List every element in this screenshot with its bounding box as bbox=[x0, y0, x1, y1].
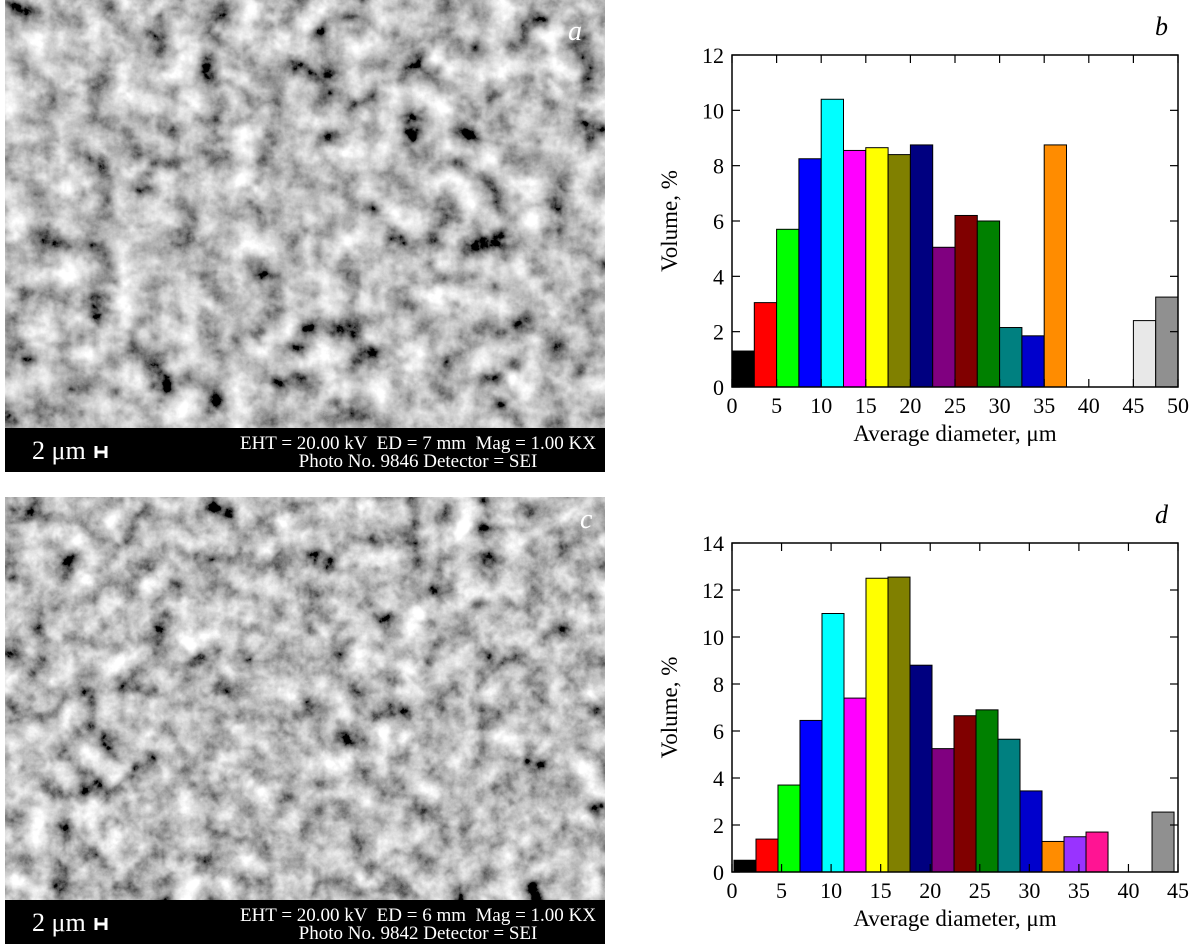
x-tick-label: 25 bbox=[944, 393, 966, 418]
figure: a 2 μm EHT = 20.00 kV ED = 7 mm Mag = 1.… bbox=[0, 0, 1198, 944]
y-tick-label: 0 bbox=[713, 375, 724, 400]
x-tick-label: 45 bbox=[1167, 878, 1189, 903]
x-tick-label: 20 bbox=[899, 393, 921, 418]
bar bbox=[1000, 328, 1022, 387]
bar bbox=[976, 710, 998, 872]
x-tick-label: 10 bbox=[820, 878, 842, 903]
bar bbox=[799, 159, 821, 387]
x-tick-label: 5 bbox=[771, 393, 782, 418]
bar bbox=[932, 749, 954, 872]
bar bbox=[888, 155, 910, 387]
bar bbox=[955, 215, 977, 387]
y-tick-label: 0 bbox=[713, 860, 724, 885]
bar bbox=[910, 145, 932, 387]
bar bbox=[822, 614, 844, 873]
bar bbox=[888, 577, 910, 872]
bar bbox=[821, 99, 843, 387]
bar bbox=[954, 716, 976, 872]
bar bbox=[777, 229, 799, 387]
y-tick-label: 12 bbox=[702, 43, 724, 68]
bar bbox=[910, 665, 932, 872]
info-text: Photo No. 9846 Detector = SEI bbox=[299, 451, 538, 472]
panel-letter: a bbox=[568, 16, 582, 47]
bar bbox=[1044, 145, 1066, 387]
x-tick-label: 40 bbox=[1117, 878, 1139, 903]
bar bbox=[844, 698, 866, 872]
scale-bar-label: 2 μm bbox=[32, 436, 86, 465]
y-tick-label: 10 bbox=[702, 625, 724, 650]
x-tick-label: 5 bbox=[776, 878, 787, 903]
x-tick-label: 0 bbox=[727, 393, 738, 418]
x-tick-label: 30 bbox=[1018, 878, 1040, 903]
sem-image: c 2 μm EHT = 20.00 kV ED = 6 mm Mag = 1.… bbox=[5, 497, 605, 944]
y-tick-label: 6 bbox=[713, 719, 724, 744]
bar bbox=[866, 148, 888, 387]
y-tick-label: 2 bbox=[713, 813, 724, 838]
bar bbox=[1133, 321, 1155, 387]
bar bbox=[734, 860, 756, 872]
x-axis-label: Average diameter, μm bbox=[853, 421, 1056, 446]
x-tick-label: 15 bbox=[870, 878, 892, 903]
x-tick-label: 35 bbox=[1068, 878, 1090, 903]
y-tick-label: 4 bbox=[713, 766, 724, 791]
x-tick-label: 45 bbox=[1122, 393, 1144, 418]
bar bbox=[1064, 837, 1086, 872]
x-tick-label: 40 bbox=[1078, 393, 1100, 418]
bar bbox=[1152, 812, 1174, 872]
x-tick-label: 25 bbox=[969, 878, 991, 903]
bar bbox=[998, 739, 1020, 872]
bar bbox=[1086, 832, 1108, 872]
y-axis-label: Volume, % bbox=[657, 657, 682, 759]
y-axis-label: Volume, % bbox=[657, 170, 682, 272]
y-tick-label: 10 bbox=[702, 98, 724, 123]
bar bbox=[866, 578, 888, 872]
x-tick-label: 50 bbox=[1167, 393, 1189, 418]
bar bbox=[1022, 336, 1044, 387]
x-tick-label: 15 bbox=[855, 393, 877, 418]
y-tick-label: 12 bbox=[702, 578, 724, 603]
y-tick-label: 8 bbox=[713, 672, 724, 697]
bar bbox=[977, 221, 999, 387]
x-tick-label: 35 bbox=[1033, 393, 1055, 418]
bar bbox=[754, 303, 776, 387]
panel-letter: b bbox=[1155, 12, 1168, 41]
micrograph bbox=[5, 0, 605, 428]
info-text: Photo No. 9842 Detector = SEI bbox=[299, 923, 538, 944]
y-tick-label: 6 bbox=[713, 209, 724, 234]
bar bbox=[800, 720, 822, 872]
y-tick-label: 4 bbox=[713, 264, 724, 289]
bar bbox=[756, 839, 778, 872]
y-tick-label: 8 bbox=[713, 154, 724, 179]
x-axis-label: Average diameter, μm bbox=[853, 906, 1056, 931]
bar bbox=[1020, 791, 1042, 872]
bar bbox=[1156, 297, 1178, 387]
bar bbox=[844, 150, 866, 387]
panel-letter: d bbox=[1155, 500, 1169, 529]
bar bbox=[933, 247, 955, 387]
bar bbox=[1042, 841, 1064, 872]
bar bbox=[778, 785, 800, 872]
sem-image: a 2 μm EHT = 20.00 kV ED = 7 mm Mag = 1.… bbox=[5, 0, 605, 472]
panel-letter: c bbox=[580, 504, 593, 535]
x-tick-label: 30 bbox=[989, 393, 1011, 418]
y-tick-label: 14 bbox=[702, 531, 724, 556]
y-tick-label: 2 bbox=[713, 320, 724, 345]
x-tick-label: 0 bbox=[727, 878, 738, 903]
bar bbox=[732, 351, 754, 387]
scale-bar-label: 2 μm bbox=[32, 908, 86, 937]
x-tick-label: 20 bbox=[919, 878, 941, 903]
x-tick-label: 10 bbox=[810, 393, 832, 418]
micrograph bbox=[5, 497, 605, 900]
